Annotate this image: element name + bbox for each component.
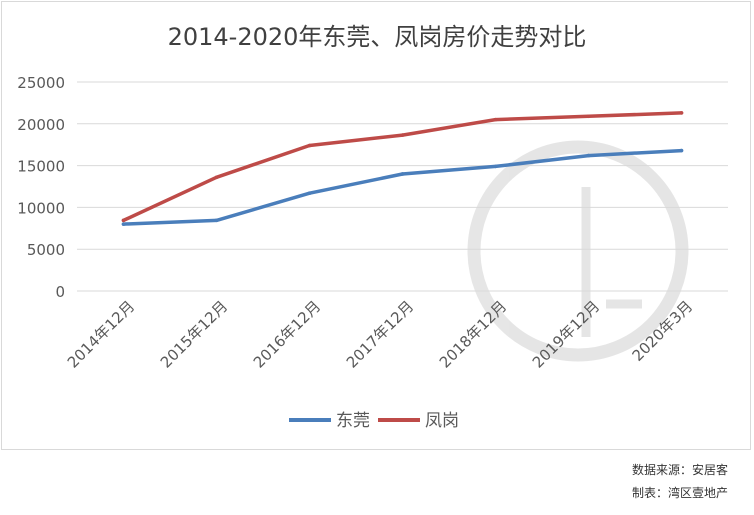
chart-frame: 2014-2020年东莞、凤岗房价走势对比 0 5000 10000 15000 200… — [1, 1, 751, 450]
data-point — [214, 175, 219, 180]
data-point — [307, 143, 312, 148]
data-point — [679, 111, 684, 115]
y-tick-label: 20000 — [17, 116, 65, 134]
data-point — [586, 153, 591, 158]
chart-title: 2014-2020年东莞、凤岗房价走势对比 — [168, 23, 587, 51]
legend-label: 凤岗 — [425, 411, 459, 431]
line-chart: 2014-2020年东莞、凤岗房价走势对比 0 5000 10000 15000 200… — [17, 23, 728, 431]
data-point — [679, 148, 684, 153]
x-tick-label: 2014年12月 — [64, 297, 138, 371]
data-point — [400, 133, 405, 137]
legend: 东莞 凤岗 — [289, 411, 459, 431]
x-tick-label: 2016年12月 — [250, 297, 324, 371]
y-tick-label: 5000 — [27, 241, 65, 259]
watermark-seal — [467, 140, 689, 362]
chart-maker-note: 制表：湾区壹地产 — [631, 486, 728, 500]
data-point — [121, 218, 126, 223]
gridlines — [77, 81, 728, 292]
data-point — [493, 117, 498, 122]
data-point — [307, 191, 312, 195]
data-point — [400, 172, 405, 176]
data-point — [121, 222, 126, 226]
data-point — [586, 114, 591, 119]
y-tick-label: 15000 — [17, 158, 65, 176]
legend-label: 东莞 — [336, 411, 370, 431]
y-tick-label: 10000 — [17, 199, 65, 217]
x-axis: 2014年12月 2015年12月 2016年12月 2017年12月 2018年12月… — [64, 297, 696, 371]
x-tick-label: 2015年12月 — [157, 297, 231, 371]
series-line-0 — [121, 148, 684, 226]
y-tick-label: 0 — [55, 283, 65, 301]
data-point — [493, 164, 498, 169]
series-line-1 — [121, 111, 684, 223]
x-tick-label: 2017年12月 — [343, 297, 417, 371]
data-point — [214, 218, 219, 223]
x-tick-label: 2018年12月 — [436, 297, 510, 371]
series-lines — [121, 111, 684, 226]
y-axis: 0 5000 10000 15000 20000 25000 — [17, 74, 65, 301]
y-tick-label: 25000 — [17, 74, 65, 92]
data-source-note: 数据来源：安居客 — [631, 463, 728, 477]
